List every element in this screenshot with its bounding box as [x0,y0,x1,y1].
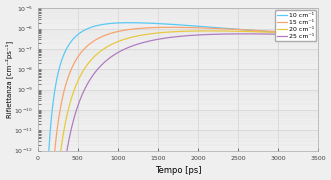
25 cm⁻¹ [312,34,316,36]
Line: 20 cm⁻¹: 20 cm⁻¹ [38,31,314,171]
20 cm⁻¹ [142,34,146,36]
15 cm⁻¹ [312,33,316,35]
10 cm⁻¹ [68,43,71,45]
10 cm⁻¹ [307,34,311,36]
25 cm⁻¹ [307,34,311,36]
10 cm⁻¹ [312,34,316,36]
Line: 25 cm⁻¹: 25 cm⁻¹ [38,34,314,171]
20 cm⁻¹ [307,33,311,35]
15 cm⁻¹ [307,32,311,35]
X-axis label: Tempo [ps]: Tempo [ps] [155,166,201,175]
20 cm⁻¹ [84,66,88,68]
20 cm⁻¹ [68,104,71,107]
10 cm⁻¹ [36,170,40,172]
20 cm⁻¹ [154,32,158,34]
10 cm⁻¹ [277,31,281,34]
25 cm⁻¹ [68,137,71,139]
Y-axis label: Riflettanza [cm⁻²ps⁻¹]: Riflettanza [cm⁻²ps⁻¹] [5,41,13,118]
10 cm⁻¹ [154,22,158,24]
Line: 15 cm⁻¹: 15 cm⁻¹ [38,27,314,171]
10 cm⁻¹ [142,22,146,24]
25 cm⁻¹ [142,41,146,43]
25 cm⁻¹ [277,33,281,35]
15 cm⁻¹ [142,27,146,29]
15 cm⁻¹ [277,31,281,33]
10 cm⁻¹ [84,28,88,31]
25 cm⁻¹ [243,33,247,35]
15 cm⁻¹ [36,170,40,172]
25 cm⁻¹ [84,86,88,88]
20 cm⁻¹ [207,30,211,32]
20 cm⁻¹ [277,31,281,34]
Legend: 10 cm⁻¹, 15 cm⁻¹, 20 cm⁻¹, 25 cm⁻¹: 10 cm⁻¹, 15 cm⁻¹, 20 cm⁻¹, 25 cm⁻¹ [275,10,316,41]
Line: 10 cm⁻¹: 10 cm⁻¹ [38,23,314,171]
25 cm⁻¹ [154,39,158,41]
15 cm⁻¹ [68,73,71,75]
15 cm⁻¹ [154,26,158,29]
15 cm⁻¹ [168,26,172,28]
25 cm⁻¹ [36,170,40,172]
20 cm⁻¹ [312,33,316,35]
10 cm⁻¹ [128,22,132,24]
15 cm⁻¹ [84,46,88,48]
20 cm⁻¹ [36,170,40,172]
